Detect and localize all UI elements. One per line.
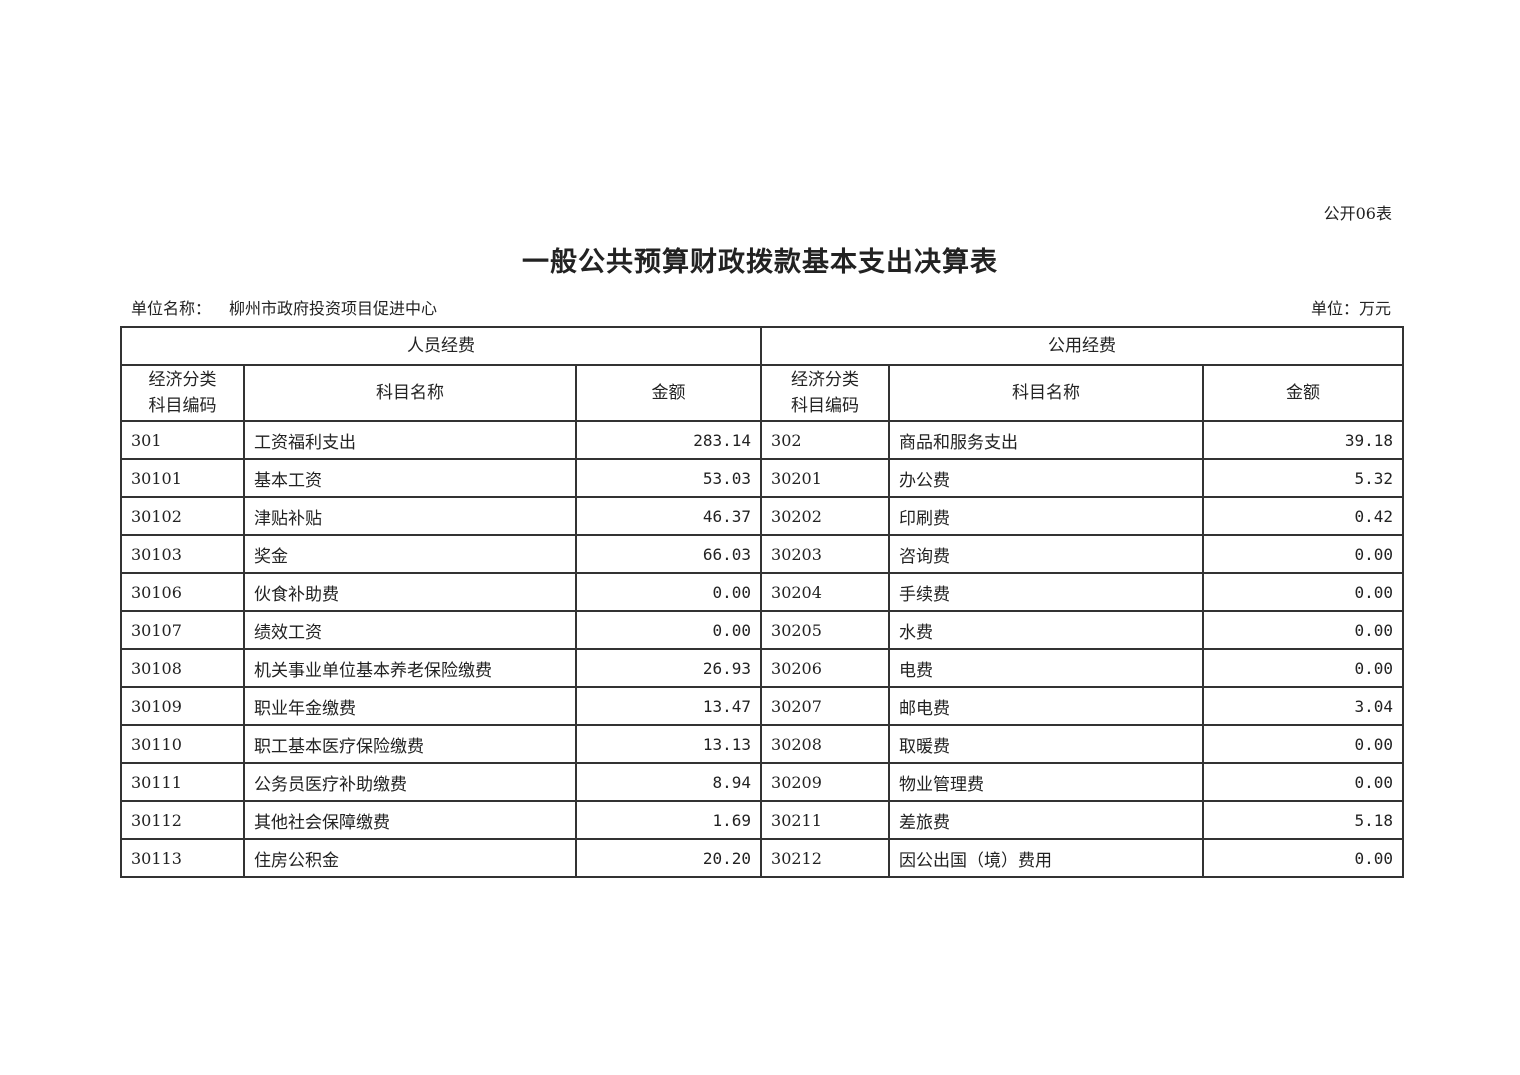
public-amount: 0.42: [1202, 496, 1405, 536]
personnel-amount: 13.13: [574, 724, 763, 764]
public-code: 302: [760, 420, 891, 460]
personnel-amount: 53.03: [574, 458, 763, 498]
group-header-public: 公用经费: [760, 326, 1405, 366]
personnel-name: 伙食补助费: [243, 572, 577, 612]
personnel-amount: 66.03: [574, 534, 763, 574]
table-row: 30102 津贴补贴 46.37 30202 印刷费 0.42: [120, 496, 1405, 536]
personnel-code: 30112: [120, 800, 245, 840]
public-name: 取暖费: [888, 724, 1205, 764]
personnel-code: 30107: [120, 610, 245, 650]
personnel-name: 工资福利支出: [243, 420, 577, 460]
table-row: 30108 机关事业单位基本养老保险缴费 26.93 30206 电费 0.00: [120, 648, 1405, 688]
public-code: 30209: [760, 762, 891, 802]
personnel-code: 30109: [120, 686, 245, 726]
header-code: 经济分类 科目编码: [120, 364, 245, 422]
personnel-amount: 46.37: [574, 496, 763, 536]
personnel-code: 30110: [120, 724, 245, 764]
unit-info: 单位名称： 柳州市政府投资项目促进中心 单位：万元: [131, 295, 1391, 319]
public-name: 手续费: [888, 572, 1205, 612]
personnel-name: 津贴补贴: [243, 496, 577, 536]
public-name: 电费: [888, 648, 1205, 688]
personnel-amount: 20.20: [574, 838, 763, 878]
table-row: 30103 奖金 66.03 30203 咨询费 0.00: [120, 534, 1405, 574]
public-code: 30202: [760, 496, 891, 536]
public-name: 咨询费: [888, 534, 1205, 574]
table-row: 30110 职工基本医疗保险缴费 13.13 30208 取暖费 0.00: [120, 724, 1405, 764]
public-code: 30203: [760, 534, 891, 574]
personnel-code: 301: [120, 420, 245, 460]
public-amount: 5.18: [1202, 800, 1405, 840]
public-amount: 0.00: [1202, 648, 1405, 688]
unit-label: 单位名称：: [131, 299, 212, 318]
header-amount: 金额: [574, 364, 763, 422]
personnel-code: 30106: [120, 572, 245, 612]
public-code: 30201: [760, 458, 891, 498]
public-amount: 3.04: [1202, 686, 1405, 726]
personnel-name: 职业年金缴费: [243, 686, 577, 726]
personnel-amount: 8.94: [574, 762, 763, 802]
public-amount: 0.00: [1202, 838, 1405, 878]
public-amount: 0.00: [1202, 762, 1405, 802]
personnel-name: 住房公积金: [243, 838, 577, 878]
public-code: 30208: [760, 724, 891, 764]
public-code: 30211: [760, 800, 891, 840]
personnel-code: 30111: [120, 762, 245, 802]
personnel-amount: 1.69: [574, 800, 763, 840]
public-amount: 0.00: [1202, 610, 1405, 650]
personnel-name: 职工基本医疗保险缴费: [243, 724, 577, 764]
personnel-code: 30102: [120, 496, 245, 536]
public-name: 物业管理费: [888, 762, 1205, 802]
personnel-code: 30108: [120, 648, 245, 688]
table-row: 301 工资福利支出 283.14 302 商品和服务支出 39.18: [120, 420, 1405, 460]
personnel-name: 基本工资: [243, 458, 577, 498]
header-code: 经济分类 科目编码: [760, 364, 891, 422]
personnel-amount: 0.00: [574, 572, 763, 612]
public-amount: 0.00: [1202, 724, 1405, 764]
table-row: 30112 其他社会保障缴费 1.69 30211 差旅费 5.18: [120, 800, 1405, 840]
personnel-code: 30103: [120, 534, 245, 574]
personnel-amount: 13.47: [574, 686, 763, 726]
public-name: 水费: [888, 610, 1205, 650]
personnel-amount: 0.00: [574, 610, 763, 650]
public-name: 差旅费: [888, 800, 1205, 840]
personnel-name: 奖金: [243, 534, 577, 574]
personnel-name: 机关事业单位基本养老保险缴费: [243, 648, 577, 688]
public-code: 30207: [760, 686, 891, 726]
public-amount: 0.00: [1202, 534, 1405, 574]
public-name: 印刷费: [888, 496, 1205, 536]
group-header-personnel: 人员经费: [119, 326, 763, 366]
table-row: 30113 住房公积金 20.20 30212 因公出国（境）费用 0.00: [120, 838, 1405, 878]
public-code: 30206: [760, 648, 891, 688]
public-amount: 39.18: [1202, 420, 1405, 460]
table-row: 30106 伙食补助费 0.00 30204 手续费 0.00: [120, 572, 1405, 612]
personnel-name: 公务员医疗补助缴费: [243, 762, 577, 802]
table-row: 30107 绩效工资 0.00 30205 水费 0.00: [120, 610, 1405, 650]
table-row: 30101 基本工资 53.03 30201 办公费 5.32: [120, 458, 1405, 498]
personnel-name: 其他社会保障缴费: [243, 800, 577, 840]
public-name: 办公费: [888, 458, 1205, 498]
unit-name: 柳州市政府投资项目促进中心: [229, 299, 438, 318]
personnel-name: 绩效工资: [243, 610, 577, 650]
public-code: 30205: [760, 610, 891, 650]
public-amount: 0.00: [1202, 572, 1405, 612]
personnel-code: 30113: [120, 838, 245, 878]
table-row: 30109 职业年金缴费 13.47 30207 邮电费 3.04: [120, 686, 1405, 726]
public-code: 30204: [760, 572, 891, 612]
header-name: 科目名称: [888, 364, 1205, 422]
expenditure-table: 人员经费 公用经费 经济分类 科目编码 科目名称 金额 经济分类 科目编码 科目名称…: [119, 326, 1405, 878]
public-name: 因公出国（境）费用: [888, 838, 1205, 878]
personnel-code: 30101: [120, 458, 245, 498]
form-number: 公开06表: [1323, 204, 1392, 223]
public-name: 邮电费: [888, 686, 1205, 726]
personnel-amount: 26.93: [574, 648, 763, 688]
table-row: 30111 公务员医疗补助缴费 8.94 30209 物业管理费 0.00: [120, 762, 1405, 802]
personnel-amount: 283.14: [574, 420, 763, 460]
public-name: 商品和服务支出: [888, 420, 1205, 460]
public-amount: 5.32: [1202, 458, 1405, 498]
header-name: 科目名称: [243, 364, 577, 422]
currency-unit: 单位：万元: [1310, 299, 1391, 318]
page-title: 一般公共预算财政拨款基本支出决算表: [522, 247, 998, 278]
public-code: 30212: [760, 838, 891, 878]
header-amount: 金额: [1202, 364, 1405, 422]
